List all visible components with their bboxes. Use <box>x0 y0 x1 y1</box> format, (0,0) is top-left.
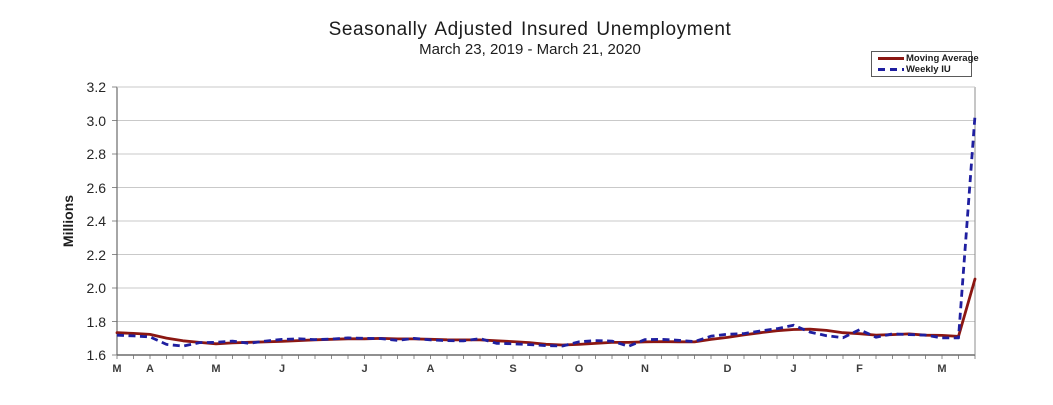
x-tick-label-month: J <box>361 363 368 375</box>
x-tick-label-month: O <box>574 363 584 375</box>
weekly-iu-line <box>116 115 977 348</box>
y-tick-label: 2.8 <box>86 146 106 162</box>
y-tick-label: 2.4 <box>86 213 106 229</box>
legend-label-moving-average: Moving Average <box>906 53 979 64</box>
weekly-iu-line-sample <box>878 68 904 71</box>
legend-item-moving-average: Moving Average <box>878 53 979 64</box>
moving-average-line-sample <box>878 57 904 60</box>
x-tick-label-month: J <box>278 363 286 375</box>
x-tick-label-month: F <box>856 363 863 375</box>
x-tick-label-month: J <box>790 363 797 375</box>
x-tick-label-month: N <box>641 363 649 375</box>
x-tick-label-month: A <box>146 363 154 375</box>
y-tick-label: 1.8 <box>86 313 106 330</box>
legend-item-weekly-iu: Weekly IU <box>878 64 971 75</box>
chart-subtitle: March 23, 2019 - March 21, 2020 <box>419 41 641 58</box>
y-tick-label: 2.0 <box>86 280 106 296</box>
x-tick-label-month: A <box>426 363 435 375</box>
x-tick-label-month: S <box>509 363 517 375</box>
x-tick-label-month: M <box>112 363 122 375</box>
legend-label-weekly-iu: Weekly IU <box>906 64 951 75</box>
y-tick-label: 2.2 <box>86 246 106 263</box>
y-tick-label: 3.0 <box>86 112 106 129</box>
legend: Moving Average Weekly IU <box>871 51 979 77</box>
x-tick-label-month: M <box>937 363 947 375</box>
y-tick-label: 1.6 <box>86 347 106 363</box>
x-tick-label-month: D <box>723 363 732 375</box>
x-tick-label-month: M <box>211 363 221 375</box>
chart-title: Seasonally Adjusted Insured Unemployment <box>328 19 732 40</box>
moving-average-line <box>115 277 977 347</box>
y-tick-label: 2.6 <box>86 179 106 196</box>
y-tick-label: 3.2 <box>86 79 106 95</box>
